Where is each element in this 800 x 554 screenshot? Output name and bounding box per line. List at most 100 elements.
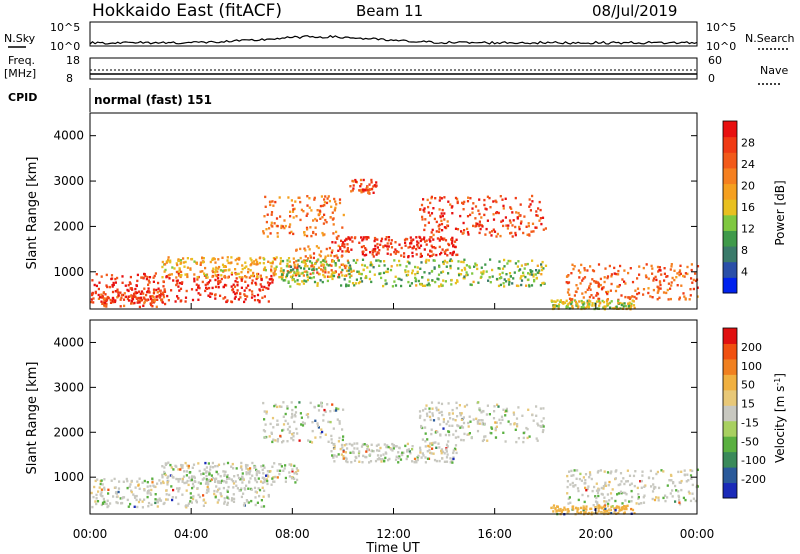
power-cell bbox=[554, 303, 557, 307]
velocity-cell bbox=[596, 471, 599, 474]
velocity-cell bbox=[317, 409, 321, 412]
power-cell bbox=[324, 268, 327, 272]
power-cell bbox=[175, 270, 178, 274]
velocity-cell bbox=[592, 504, 595, 507]
velocity-cell bbox=[463, 405, 466, 408]
power-cell bbox=[342, 213, 345, 217]
velocity-cell bbox=[576, 510, 579, 513]
power-cell bbox=[627, 305, 630, 308]
power-cell bbox=[415, 284, 418, 287]
velocity-cell bbox=[115, 495, 118, 499]
velocity-cell bbox=[94, 500, 97, 503]
power-cell bbox=[488, 196, 491, 200]
velocity-cell bbox=[650, 485, 653, 488]
power-cell bbox=[615, 272, 618, 276]
velocity-cell bbox=[670, 474, 673, 477]
velocity-cell bbox=[346, 447, 349, 450]
velocity-cell bbox=[163, 470, 166, 474]
power-cell bbox=[570, 301, 574, 304]
velocity-cell bbox=[696, 468, 699, 471]
power-cell bbox=[430, 236, 433, 239]
velocity-cell bbox=[582, 508, 585, 512]
velocity-cell bbox=[208, 472, 211, 475]
velocity-cell bbox=[348, 442, 351, 446]
velocity-cell bbox=[246, 500, 249, 503]
power-cell bbox=[389, 268, 393, 272]
velocity-cell bbox=[441, 413, 444, 417]
power-cell bbox=[678, 269, 682, 272]
power-cell bbox=[501, 198, 504, 201]
power-cell bbox=[327, 195, 330, 198]
power-cell bbox=[397, 250, 400, 254]
velocity-cell bbox=[675, 489, 678, 492]
power-cell bbox=[365, 253, 368, 257]
power-cell bbox=[526, 233, 529, 236]
velocity-cell bbox=[195, 501, 198, 504]
velocity-cell bbox=[223, 474, 226, 477]
velocity-cell bbox=[164, 473, 167, 477]
power-cell bbox=[341, 268, 344, 272]
power-cell bbox=[684, 297, 687, 300]
velocity-cell bbox=[421, 438, 424, 441]
power-cell bbox=[345, 283, 348, 286]
power-cell bbox=[629, 296, 632, 299]
power-cell bbox=[382, 245, 385, 249]
velocity-cell bbox=[216, 501, 219, 504]
velocity-cell bbox=[453, 447, 457, 450]
power-cell bbox=[270, 277, 273, 281]
velocity-cell bbox=[640, 486, 643, 489]
power-cell bbox=[133, 295, 136, 298]
power-cell bbox=[497, 211, 500, 215]
power-cell bbox=[599, 277, 602, 281]
power-cell bbox=[481, 272, 484, 276]
power-cell bbox=[593, 304, 596, 307]
power-cell bbox=[373, 236, 377, 240]
power-cell bbox=[289, 223, 292, 226]
power-cell bbox=[237, 272, 240, 276]
power-cell bbox=[602, 300, 606, 304]
power-cell bbox=[517, 284, 520, 288]
velocity-cell bbox=[630, 482, 633, 485]
power-cell bbox=[606, 302, 609, 305]
power-cell bbox=[446, 248, 449, 251]
power-cell bbox=[577, 269, 580, 272]
power-cell bbox=[306, 212, 309, 215]
power-cell bbox=[167, 299, 170, 302]
velocity-cell bbox=[101, 483, 104, 486]
power-cell bbox=[652, 277, 656, 280]
power-cell bbox=[682, 274, 685, 278]
colorbar-swatch bbox=[723, 482, 737, 499]
velocity-cell bbox=[190, 478, 193, 482]
x-tick-label: 08:00 bbox=[275, 527, 310, 541]
power-cell bbox=[100, 300, 103, 303]
power-cell bbox=[114, 290, 117, 293]
velocity-cell bbox=[522, 436, 525, 440]
velocity-cell bbox=[244, 463, 248, 467]
velocity-cell bbox=[559, 507, 562, 511]
power-cell bbox=[484, 263, 487, 266]
power-cell bbox=[602, 286, 605, 289]
velocity-cell bbox=[430, 452, 433, 455]
power-cell bbox=[438, 230, 441, 233]
power-cell bbox=[446, 224, 449, 227]
power-cell bbox=[179, 259, 183, 262]
power-cell bbox=[385, 245, 389, 248]
power-cell bbox=[673, 269, 676, 272]
velocity-cell bbox=[317, 426, 320, 429]
velocity-cell bbox=[625, 480, 628, 483]
velocity-cell bbox=[366, 445, 369, 448]
power-cell bbox=[334, 262, 337, 265]
velocity-cell bbox=[230, 478, 233, 481]
power-cell bbox=[441, 208, 444, 212]
velocity-cell bbox=[664, 499, 667, 503]
power-cell bbox=[636, 277, 639, 280]
power-cell bbox=[292, 278, 295, 281]
power-cell bbox=[540, 263, 543, 266]
power-cell bbox=[642, 293, 645, 296]
velocity-cell bbox=[265, 474, 268, 477]
power-cell bbox=[131, 296, 134, 300]
velocity-cell bbox=[680, 479, 683, 483]
power-cell bbox=[418, 246, 421, 250]
power-cell bbox=[435, 230, 438, 233]
power-cell bbox=[606, 276, 609, 280]
